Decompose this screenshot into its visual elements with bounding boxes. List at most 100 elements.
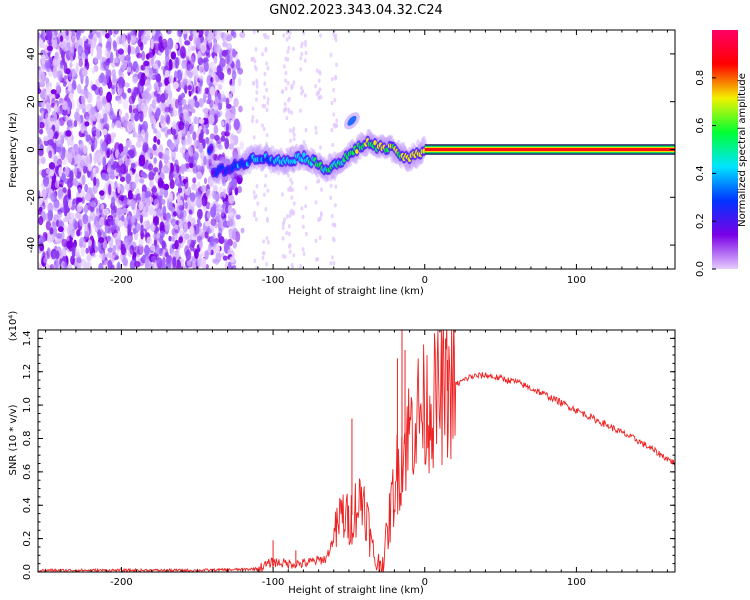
- noise-speckle: [168, 75, 174, 84]
- noise-speckle: [178, 229, 185, 237]
- noise-speckle: [217, 83, 223, 91]
- noise-speckle: [189, 192, 196, 202]
- noise-speckle: [265, 132, 269, 138]
- noise-speckle: [95, 208, 100, 214]
- noise-speckle: [81, 68, 88, 77]
- noise-speckle: [113, 57, 119, 64]
- noise-speckle: [96, 31, 101, 38]
- noise-speckle: [129, 149, 135, 159]
- noise-speckle: [226, 34, 233, 42]
- noise-speckle: [190, 98, 196, 109]
- noise-speckle: [121, 92, 127, 100]
- noise-speckle: [106, 41, 112, 52]
- noise-speckle: [187, 64, 193, 72]
- noise-speckle: [177, 217, 185, 230]
- noise-speckle: [127, 44, 131, 56]
- noise-speckle: [289, 177, 292, 183]
- noise-speckle: [265, 87, 268, 93]
- noise-speckle: [49, 227, 54, 235]
- noise-speckle: [204, 87, 209, 95]
- y-tick-label: -20: [26, 189, 37, 205]
- noise-speckle: [201, 257, 207, 269]
- noise-speckle: [90, 201, 97, 208]
- colorbar-tick-label: 0.6: [695, 118, 706, 134]
- noise-speckle: [105, 252, 112, 258]
- snr-x-label: Height of straight line (km): [288, 585, 424, 596]
- noise-speckle: [174, 239, 179, 250]
- noise-speckle: [140, 224, 144, 234]
- noise-speckle: [333, 35, 337, 40]
- noise-speckle: [329, 177, 333, 182]
- noise-speckle: [205, 128, 210, 135]
- noise-speckle: [61, 41, 68, 53]
- noise-speckle: [62, 81, 67, 87]
- noise-speckle: [124, 82, 130, 88]
- noise-speckle: [103, 231, 107, 240]
- noise-speckle: [139, 177, 145, 184]
- noise-speckle: [224, 238, 228, 245]
- x-tick-label: -100: [262, 577, 285, 588]
- noise-speckle: [203, 177, 208, 185]
- noise-speckle: [304, 231, 308, 237]
- noise-speckle: [225, 110, 232, 120]
- noise-speckle: [198, 118, 205, 125]
- noise-speckle: [239, 31, 246, 39]
- noise-speckle: [127, 57, 131, 68]
- noise-speckle: [217, 92, 222, 100]
- noise-speckle: [263, 103, 267, 109]
- noise-speckle: [152, 217, 159, 226]
- noise-speckle: [185, 163, 190, 169]
- noise-speckle: [332, 122, 336, 128]
- noise-speckle: [281, 192, 284, 197]
- noise-speckle: [186, 259, 192, 267]
- y-tick-label: 40: [26, 48, 37, 61]
- noise-speckle: [91, 36, 97, 49]
- noise-speckle: [82, 213, 89, 225]
- noise-speckle: [292, 137, 296, 142]
- noise-speckle: [147, 51, 155, 58]
- noise-speckle: [76, 258, 83, 264]
- noise-speckle: [291, 83, 294, 89]
- noise-speckle: [319, 145, 322, 150]
- noise-speckle: [208, 246, 212, 256]
- noise-speckle: [154, 244, 160, 257]
- noise-speckle: [331, 174, 335, 179]
- noise-speckle: [118, 143, 124, 154]
- noise-speckle: [134, 113, 140, 122]
- noise-speckle: [233, 118, 240, 129]
- noise-speckle: [102, 156, 107, 168]
- noise-speckle: [81, 174, 86, 186]
- noise-speckle: [263, 183, 267, 188]
- noise-speckle: [319, 94, 323, 100]
- noise-speckle: [176, 30, 181, 37]
- noise-speckle: [319, 33, 322, 38]
- noise-speckle: [168, 201, 174, 212]
- noise-speckle: [76, 30, 81, 41]
- noise-speckle: [252, 190, 256, 195]
- noise-speckle: [73, 120, 78, 128]
- ridge-core: [373, 140, 377, 146]
- noise-speckle: [287, 98, 290, 103]
- noise-speckle: [79, 143, 84, 150]
- y-tick-label: 0.8: [22, 431, 33, 447]
- noise-speckle: [206, 227, 212, 234]
- noise-speckle: [286, 80, 290, 86]
- noise-speckle: [184, 201, 188, 210]
- noise-speckle: [144, 191, 150, 199]
- noise-speckle: [50, 89, 57, 95]
- noise-speckle: [333, 223, 337, 228]
- noise-speckle: [331, 255, 334, 260]
- noise-speckle: [57, 220, 65, 228]
- noise-speckle: [143, 60, 150, 67]
- noise-speckle: [59, 35, 64, 43]
- noise-speckle: [163, 156, 169, 165]
- noise-speckle: [330, 77, 334, 82]
- noise-speckle: [129, 259, 136, 269]
- noise-speckle: [93, 151, 98, 164]
- noise-speckle: [53, 30, 59, 37]
- noise-speckle: [142, 142, 149, 153]
- noise-speckle: [208, 114, 215, 125]
- noise-speckle: [319, 212, 323, 217]
- noise-speckle: [225, 103, 232, 109]
- noise-speckle: [180, 209, 185, 221]
